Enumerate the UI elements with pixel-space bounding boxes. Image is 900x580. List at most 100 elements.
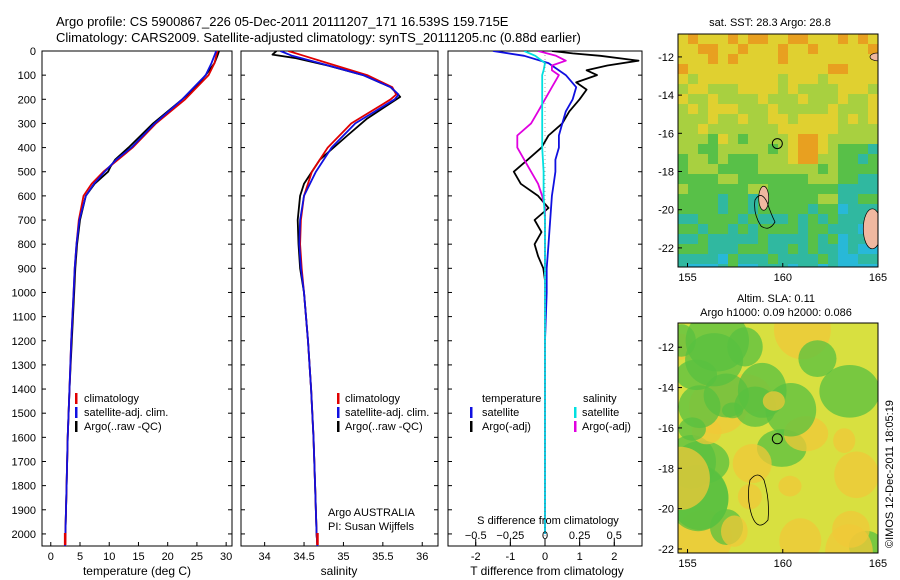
sst-cell	[838, 54, 849, 65]
sst-cell	[698, 94, 709, 105]
sst-cell	[798, 244, 809, 255]
sst-cell	[758, 34, 769, 45]
sst-cell	[728, 64, 739, 75]
sst-cell	[848, 194, 859, 205]
sst-cell	[678, 244, 689, 255]
sst-cell	[718, 64, 729, 75]
sst-cell	[828, 54, 839, 65]
x-tick-label: -1	[505, 551, 515, 563]
sst-cell	[748, 44, 759, 55]
sst-cell	[748, 214, 759, 225]
sst-cell	[848, 54, 859, 65]
sst-cell	[848, 84, 859, 95]
sla-map	[678, 323, 878, 553]
sst-cell	[728, 124, 739, 135]
sst-cell	[738, 34, 749, 45]
sst-cell	[778, 224, 789, 235]
sst-cell	[798, 114, 809, 125]
legend-label-satellite: satellite-adj. clim.	[84, 407, 168, 419]
series-line-argo-adj-	[512, 51, 640, 534]
sst-cell	[838, 44, 849, 55]
sst-cell	[678, 174, 689, 185]
depth-tick-label: 200	[18, 94, 36, 106]
sst-cell	[728, 34, 739, 45]
legend-swatch-argo	[337, 421, 340, 432]
sst-cell	[818, 94, 829, 105]
sst-cell	[728, 74, 739, 85]
sst-cell	[748, 124, 759, 135]
sst-cell	[678, 144, 689, 155]
sst-cell	[718, 154, 729, 165]
sst-cell	[728, 204, 739, 215]
sst-cell	[788, 104, 799, 115]
depth-tick-label: 1600	[12, 432, 36, 444]
sst-cell	[828, 104, 839, 115]
sst-cell	[818, 264, 829, 267]
sst-cell	[708, 194, 719, 205]
sst-cell	[758, 214, 769, 225]
depth-tick-label: 1300	[12, 360, 36, 372]
sst-cell	[818, 214, 829, 225]
salinity-series	[271, 51, 402, 546]
sst-cell	[738, 224, 749, 235]
sst-cell	[758, 114, 769, 125]
temperature-x-ticks: 0 5 10 15 20 25 30	[48, 542, 232, 563]
sst-cell	[758, 234, 769, 245]
sst-cell	[728, 54, 739, 65]
argo-source: Argo AUSTRALIA	[328, 507, 415, 519]
sst-cell	[678, 74, 689, 85]
sla-map-ticks: 155 160 165 -12 -14 -16 -18 -20 -22	[658, 342, 887, 570]
sst-cell	[858, 114, 869, 125]
sst-cell	[868, 74, 878, 85]
sst-cell	[678, 164, 689, 175]
sst-cell	[778, 184, 789, 195]
sst-cell	[738, 154, 749, 165]
sst-cell	[868, 144, 878, 155]
reef-contour	[748, 474, 769, 526]
sst-cell	[858, 94, 869, 105]
sst-cell	[838, 124, 849, 135]
sst-cell	[688, 134, 699, 145]
sst-cell	[708, 164, 719, 175]
lat-tick-label: -16	[658, 423, 674, 435]
sst-cell	[728, 224, 739, 235]
sst-cell	[848, 234, 859, 245]
sst-cell	[718, 174, 729, 185]
sst-cell	[708, 34, 719, 45]
lon-tick-label: 165	[869, 272, 887, 284]
salinity-legend: climatology satellite-adj. clim. Argo(..…	[328, 393, 429, 533]
depth-tick-label: 800	[18, 239, 36, 251]
sst-cell	[808, 184, 819, 195]
sst-cell	[688, 54, 699, 65]
sst-cell	[688, 244, 699, 255]
legend-header-temperature: temperature	[482, 393, 541, 405]
sst-cell	[768, 194, 779, 205]
legend-label-climatology: climatology	[84, 393, 140, 405]
sst-cell	[738, 54, 749, 65]
sla-blob	[720, 515, 748, 547]
lon-tick-label: 155	[678, 272, 696, 284]
sst-cell	[718, 144, 729, 155]
figure-title-line2: Climatology: CARS2009. Satellite-adjuste…	[56, 30, 581, 45]
sst-cell	[728, 264, 739, 267]
sst-cell	[748, 204, 759, 215]
sst-cell	[828, 164, 839, 175]
series-line-argo-raw-qc-	[271, 51, 402, 546]
x-tick-label: 15	[132, 551, 144, 563]
argo-position-marker	[771, 433, 783, 445]
sst-cell	[758, 64, 769, 75]
sst-cell	[788, 164, 799, 175]
x-tick-label: -2	[471, 551, 481, 563]
sst-cell	[768, 184, 779, 195]
sst-cell	[788, 214, 799, 225]
sst-cell	[828, 194, 839, 205]
sst-cell	[688, 164, 699, 175]
sst-cell	[798, 234, 809, 245]
sst-cell	[838, 194, 849, 205]
sst-cell	[788, 144, 799, 155]
difference-legend: temperature salinity satellite Argo(-adj…	[470, 393, 631, 433]
x-tick-label: 35	[337, 551, 349, 563]
salinity-panel-frame	[240, 50, 439, 547]
depth-tick-label: 900	[18, 263, 36, 275]
sst-cell	[758, 224, 769, 235]
